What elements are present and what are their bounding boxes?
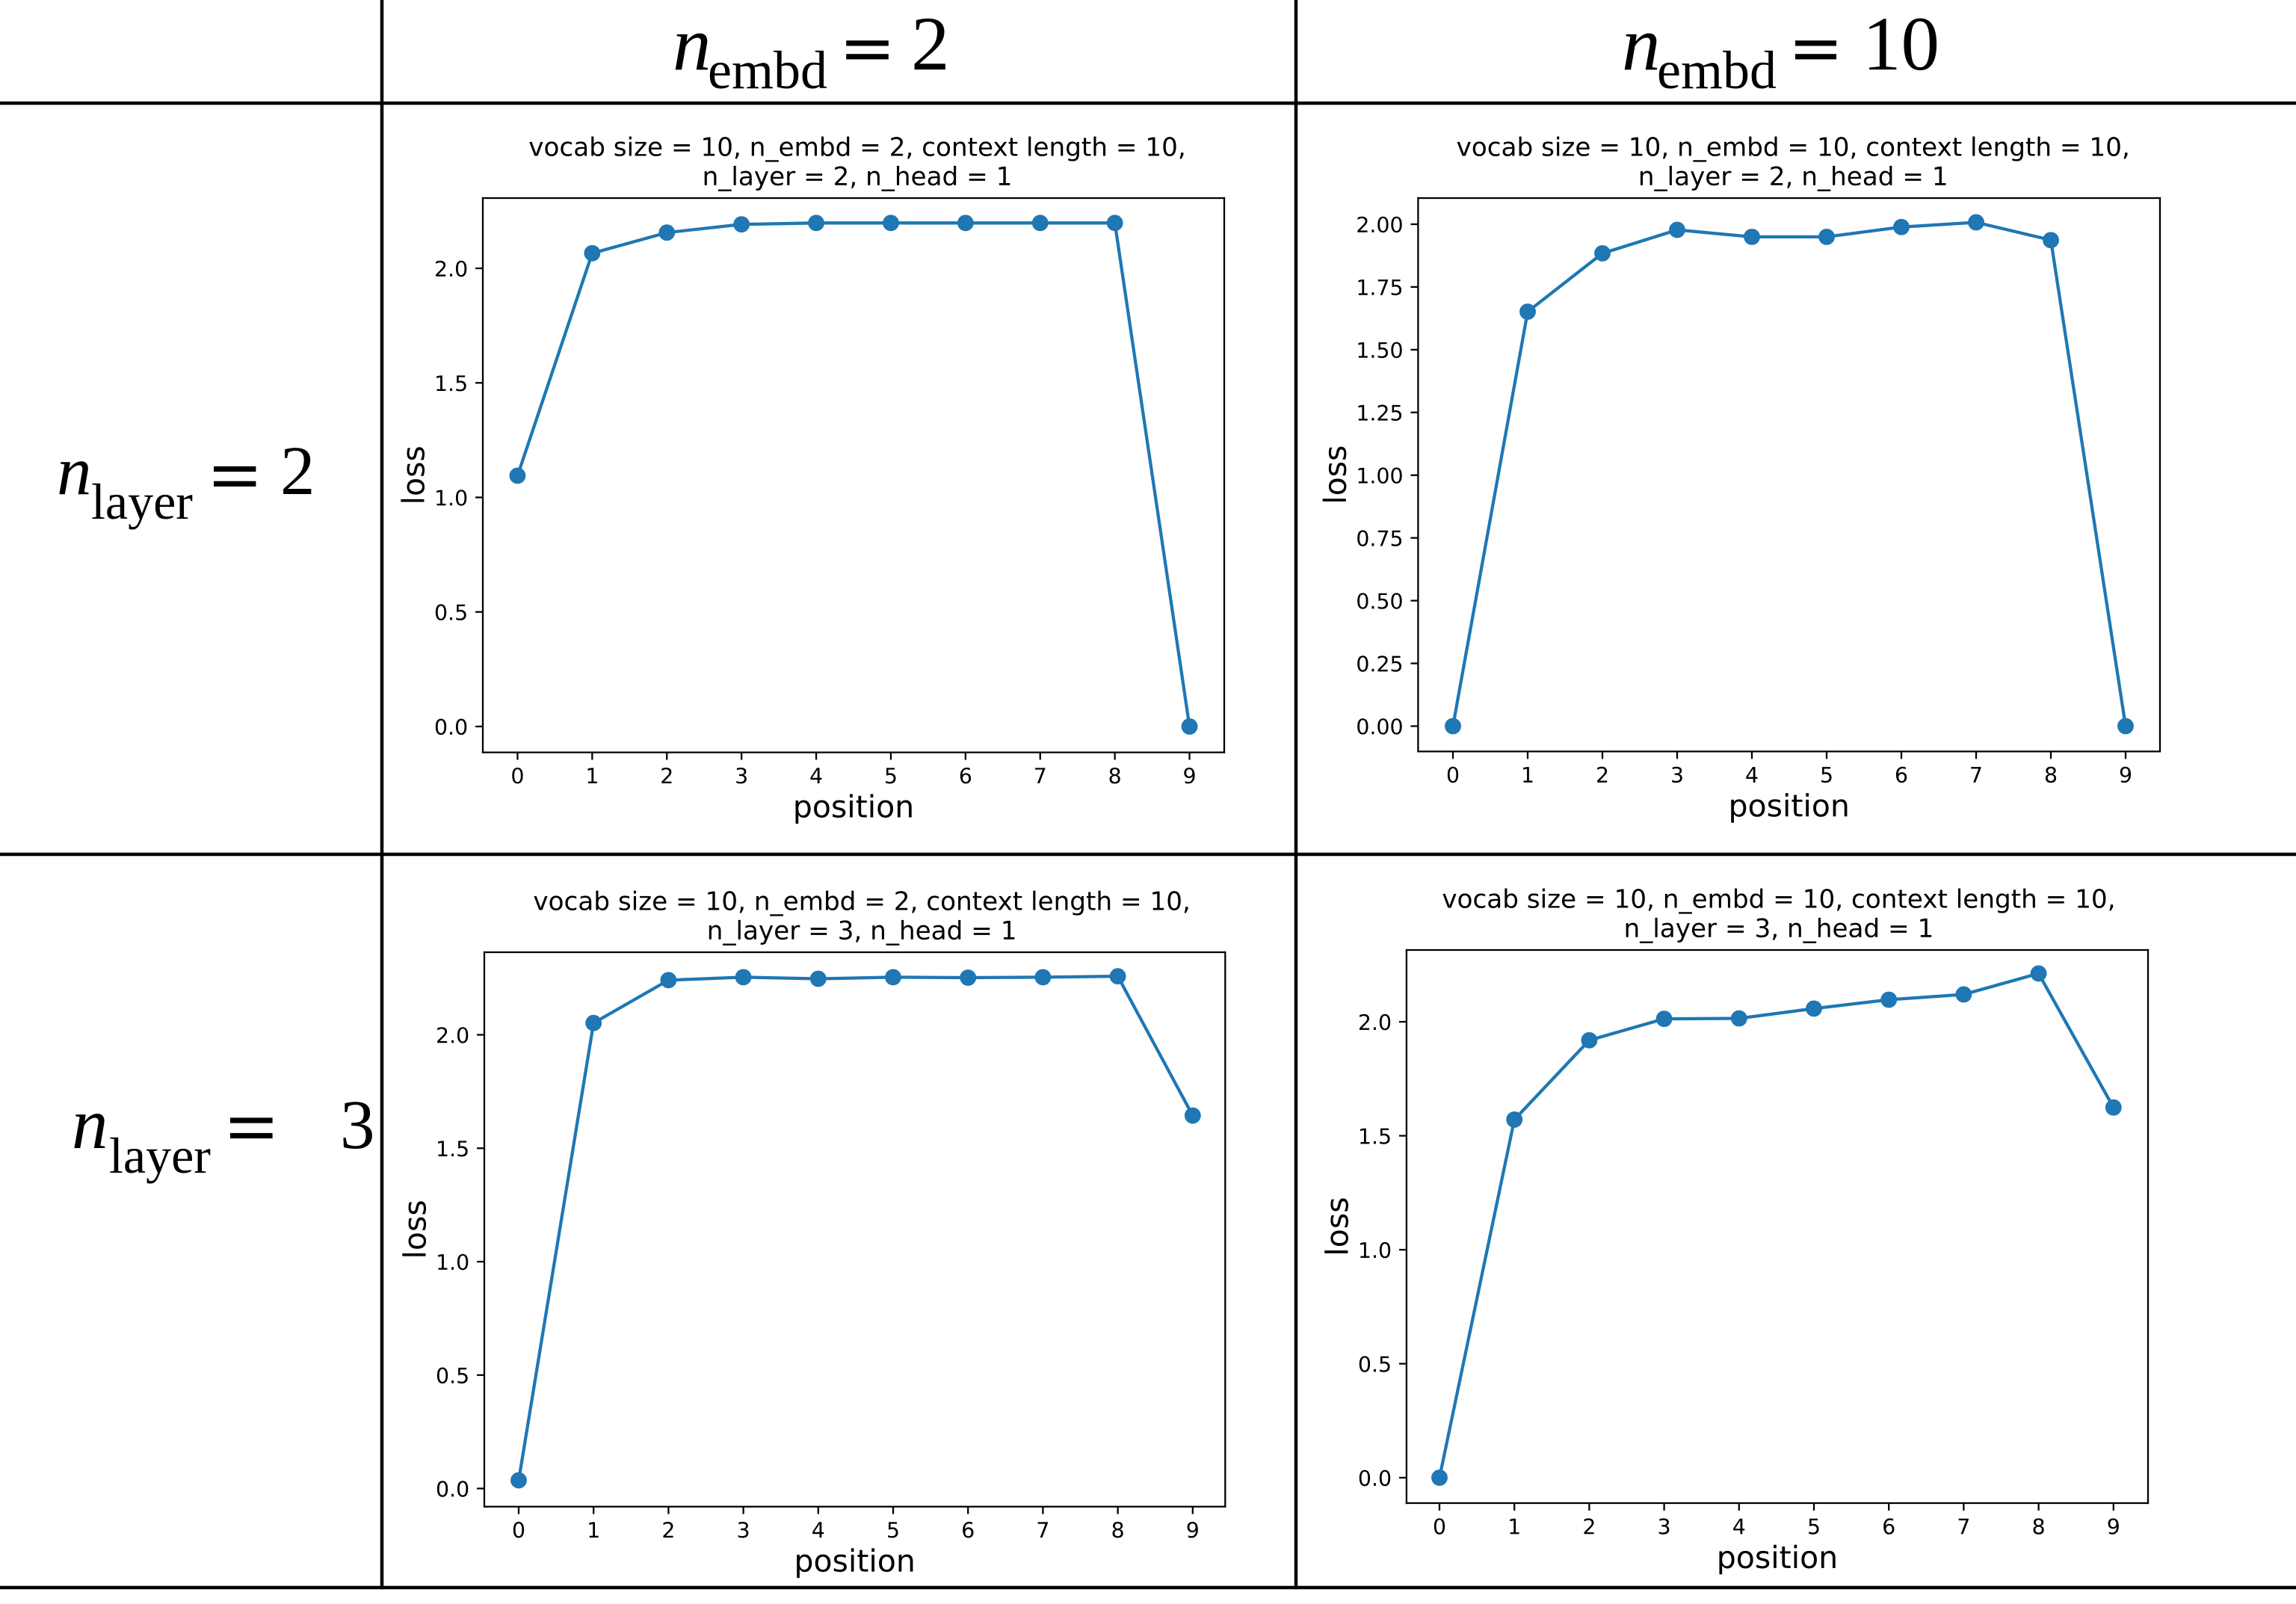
svg-text:embd: embd [1657, 40, 1777, 100]
svg-text:2: 2 [280, 433, 315, 510]
svg-text:n: n [1622, 1, 1661, 87]
svg-text:2: 2 [911, 1, 950, 87]
svg-text:3: 3 [340, 1087, 375, 1164]
svg-text:n: n [72, 1084, 108, 1164]
svg-text:layer: layer [91, 473, 193, 530]
svg-text:layer: layer [109, 1127, 211, 1184]
svg-text:n: n [673, 1, 712, 87]
svg-text:10: 10 [1863, 1, 1939, 87]
svg-text:n: n [57, 433, 92, 510]
svg-text:embd: embd [708, 40, 827, 100]
